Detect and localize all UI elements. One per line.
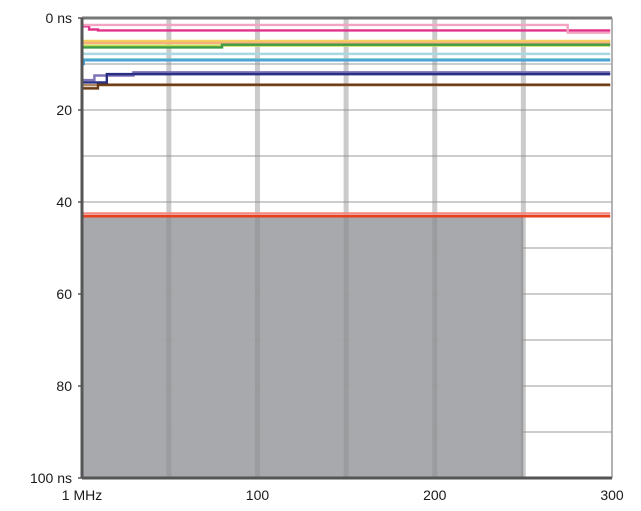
x-tick-label: 100 [246,487,270,503]
y-tick-label: 60 [56,286,72,302]
series-line-2 [82,23,611,34]
series-line-13 [82,83,611,90]
series-line-1 [82,25,611,32]
x-tick-label: 1 MHz [62,487,102,503]
series-layer [82,23,611,218]
y-tick-label: 20 [56,102,72,118]
series-line-10 [82,71,611,82]
shaded-region-layer [82,215,524,479]
y-tick-label: 40 [56,194,72,210]
shaded-region [82,215,524,479]
tick-label-layer: 0 ns 20 40 60 80 100 ns1 MHz 100 200 300 [30,10,624,503]
x-tick-label: 300 [600,487,624,503]
axis-layer [78,16,613,480]
grid-layer [82,18,612,478]
x-tick-label: 200 [423,487,447,503]
y-tick-label: 80 [56,378,72,394]
series-line-11 [82,72,611,84]
y-tick-label: 0 ns [46,10,72,26]
series-line-6 [82,43,611,49]
y-tick-label: 100 ns [30,470,72,486]
